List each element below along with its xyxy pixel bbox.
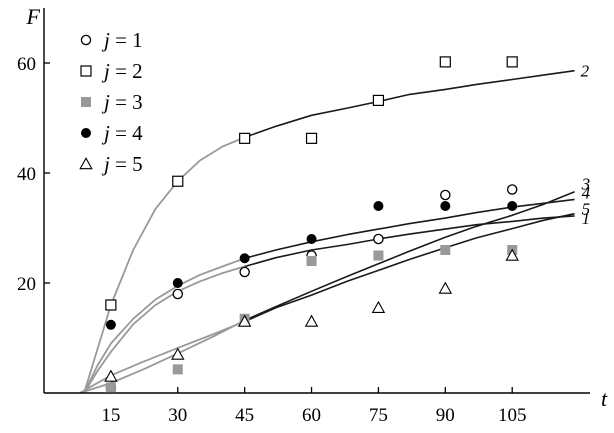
fit-curve-4-late — [244, 198, 575, 260]
legend-value: = 3 — [110, 90, 143, 114]
point-j2 — [239, 132, 251, 144]
legend-item-j4: j = 4 — [81, 121, 143, 145]
point-j4 — [373, 201, 384, 211]
fit-curve-5-late — [244, 212, 575, 323]
legend: j = 1j = 2j = 3j = 4j = 5 — [79, 28, 143, 176]
legend-marker-j1 — [80, 34, 92, 46]
legend-value: = 5 — [110, 152, 143, 176]
point-j2 — [105, 299, 117, 311]
point-j4 — [172, 278, 183, 288]
legend-label-j1: j = 1 — [101, 28, 143, 52]
legend-marker-j3 — [81, 97, 91, 107]
legend-label-j2: j = 2 — [101, 59, 143, 83]
curve-label-1: 1 — [582, 209, 591, 228]
point-j3 — [440, 245, 451, 255]
point-j4 — [306, 234, 317, 244]
legend-value: = 4 — [110, 121, 143, 145]
legend-label-j4: j = 4 — [101, 121, 143, 145]
y-tick-label: 60 — [17, 54, 36, 75]
legend-label-j5: j = 5 — [101, 152, 143, 176]
y-axis-title: F — [26, 4, 41, 29]
legend-item-j3: j = 3 — [81, 90, 143, 114]
data-points — [104, 56, 519, 393]
point-j1 — [440, 189, 451, 201]
fit-curve-2-early — [83, 136, 246, 394]
legend-label-j3: j = 3 — [101, 90, 143, 114]
point-j2 — [172, 175, 184, 187]
x-tick-label: 90 — [436, 405, 455, 426]
x-tick-label: 105 — [498, 405, 527, 426]
point-j1 — [172, 288, 184, 300]
point-j5 — [171, 347, 185, 360]
point-j5 — [438, 281, 453, 294]
legend-item-j5: j = 5 — [79, 152, 143, 176]
legend-item-j1: j = 1 — [80, 28, 143, 52]
point-j2 — [506, 56, 518, 68]
legend-variable: j — [101, 152, 110, 176]
fit-curve-4-early — [83, 257, 246, 394]
axes: 15 30 45 60 75 90 105 20 40 60 Ft — [17, 4, 608, 426]
point-j3 — [105, 382, 116, 393]
legend-value: = 2 — [110, 59, 143, 83]
point-j1 — [239, 266, 250, 278]
x-tick-label: 15 — [101, 405, 120, 426]
legend-variable: j — [101, 59, 110, 83]
point-j5 — [371, 300, 386, 313]
point-j3 — [306, 256, 317, 266]
fit-curve-1-late — [244, 215, 575, 268]
point-j2 — [372, 94, 385, 107]
legend-value: = 1 — [110, 28, 143, 52]
x-axis-title: t — [601, 386, 608, 411]
point-j2 — [305, 132, 318, 144]
curve-label-2: 2 — [581, 62, 590, 81]
legend-marker-j4 — [81, 128, 91, 138]
curve-label-3: 3 — [581, 175, 591, 194]
point-j4 — [105, 319, 116, 330]
curve-labels: 2 4 1 3 5 — [581, 62, 591, 228]
x-tick-label: 45 — [235, 405, 254, 426]
point-j4 — [239, 253, 250, 264]
point-j1 — [373, 233, 384, 245]
curve-label-5: 5 — [582, 200, 591, 219]
legend-variable: j — [101, 90, 110, 114]
fit-curve-3-early — [79, 319, 246, 394]
x-tick-label: 75 — [369, 405, 388, 426]
legend-marker-j2 — [80, 65, 92, 77]
legend-variable: j — [101, 28, 110, 52]
point-j2 — [439, 56, 451, 68]
curve-label-4: 4 — [582, 183, 591, 202]
fit-curve-3-late — [244, 190, 575, 322]
legend-marker-j5 — [79, 157, 93, 170]
x-tick-label: 30 — [168, 405, 187, 426]
point-j1 — [506, 184, 518, 195]
fit-curves — [79, 69, 575, 394]
y-tick-label: 40 — [17, 164, 36, 185]
y-tick-label: 20 — [17, 274, 36, 295]
fit-curve-5-early — [79, 320, 246, 394]
point-j5 — [304, 314, 319, 327]
point-j4 — [507, 201, 518, 211]
point-j4 — [440, 201, 451, 211]
point-j5 — [505, 248, 519, 261]
fit-curve-1-early — [83, 265, 245, 394]
fit-curve-2-late — [244, 69, 575, 139]
x-tick-label: 60 — [302, 405, 321, 426]
point-j5 — [237, 314, 252, 327]
point-j3 — [172, 364, 183, 375]
legend-item-j2: j = 2 — [80, 59, 143, 83]
point-j5 — [104, 369, 118, 382]
legend-variable: j — [101, 121, 110, 145]
point-j3 — [373, 250, 384, 261]
